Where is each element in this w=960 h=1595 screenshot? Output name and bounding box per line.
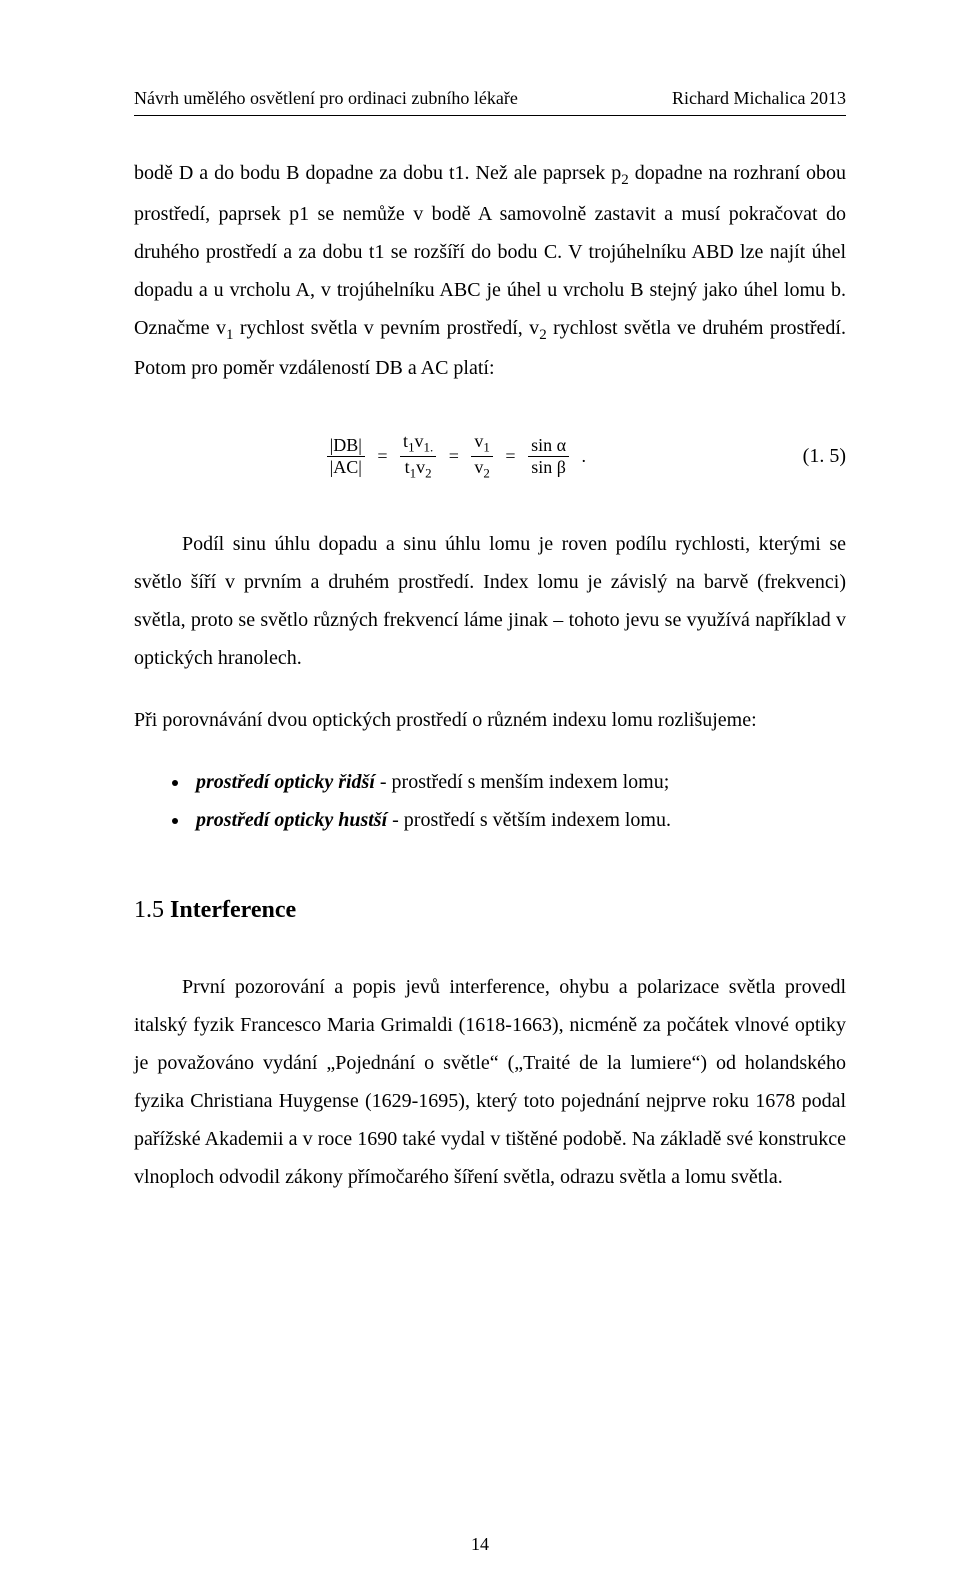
bullet2-term: prostředí opticky hustší	[196, 809, 387, 831]
bullet-list: prostředí opticky řidší - prostředí s me…	[134, 763, 846, 839]
paragraph-1: bodě D a do bodu B dopadne za dobu t1. N…	[134, 154, 846, 387]
frac4-den: sin β	[528, 456, 569, 478]
section-title: Interference	[170, 897, 296, 923]
bullet1-rest: - prostředí s menším indexem lomu;	[375, 771, 669, 793]
frac-v1-v2: v1 v2	[471, 431, 492, 481]
header-rule	[134, 115, 846, 116]
frac-sin: sin α sin β	[528, 435, 569, 478]
frac2-num: t1v1.	[400, 431, 436, 456]
frac1-den: |AC|	[327, 456, 365, 478]
frac3-num: v1	[471, 431, 492, 456]
p1-sub3: 2	[539, 327, 547, 343]
p1-c: rychlost světla v pevním prostředí, v	[233, 317, 539, 339]
equals-2: =	[449, 446, 459, 467]
header-right: Richard Michalica 2013	[672, 88, 846, 109]
p1-b: dopadne na rozhraní obou prostředí, papr…	[134, 162, 846, 339]
frac-t1v1-t1v2: t1v1. t1v2	[400, 431, 436, 481]
equation-number: (1. 5)	[783, 445, 846, 468]
frac4-num: sin α	[528, 435, 569, 456]
equation-body: |DB| |AC| = t1v1. t1v2 = v1 v2	[134, 431, 783, 481]
equals-1: =	[377, 446, 387, 467]
page-header: Návrh umělého osvětlení pro ordinaci zub…	[134, 88, 846, 109]
equals-3: =	[505, 446, 515, 467]
header-left: Návrh umělého osvětlení pro ordinaci zub…	[134, 88, 518, 109]
section-heading: 1.5 Interference	[134, 897, 846, 924]
paragraph-4: První pozorování a popis jevů interferen…	[134, 968, 846, 1196]
frac-db-ac: |DB| |AC|	[327, 435, 365, 478]
bullet-item-2: prostředí opticky hustší - prostředí s v…	[190, 801, 846, 839]
frac3-den: v2	[471, 456, 492, 482]
formula-tail: .	[582, 446, 587, 467]
bullet2-rest: - prostředí s větším indexem lomu.	[387, 809, 671, 831]
frac2-den: t1v2	[400, 456, 436, 482]
section-number: 1.5	[134, 897, 164, 923]
bullet1-term: prostředí opticky řidší	[196, 771, 375, 793]
bullet-item-1: prostředí opticky řidší - prostředí s me…	[190, 763, 846, 801]
paragraph-3: Při porovnávání dvou optických prostředí…	[134, 701, 846, 739]
equation-row: |DB| |AC| = t1v1. t1v2 = v1 v2	[134, 431, 846, 481]
frac1-num: |DB|	[327, 435, 365, 456]
page-number: 14	[0, 1534, 960, 1555]
paragraph-2: Podíl sinu úhlu dopadu a sinu úhlu lomu …	[134, 525, 846, 677]
p1-sub1: 2	[621, 172, 629, 188]
p1-a: bodě D a do bodu B dopadne za dobu t1. N…	[134, 162, 621, 184]
